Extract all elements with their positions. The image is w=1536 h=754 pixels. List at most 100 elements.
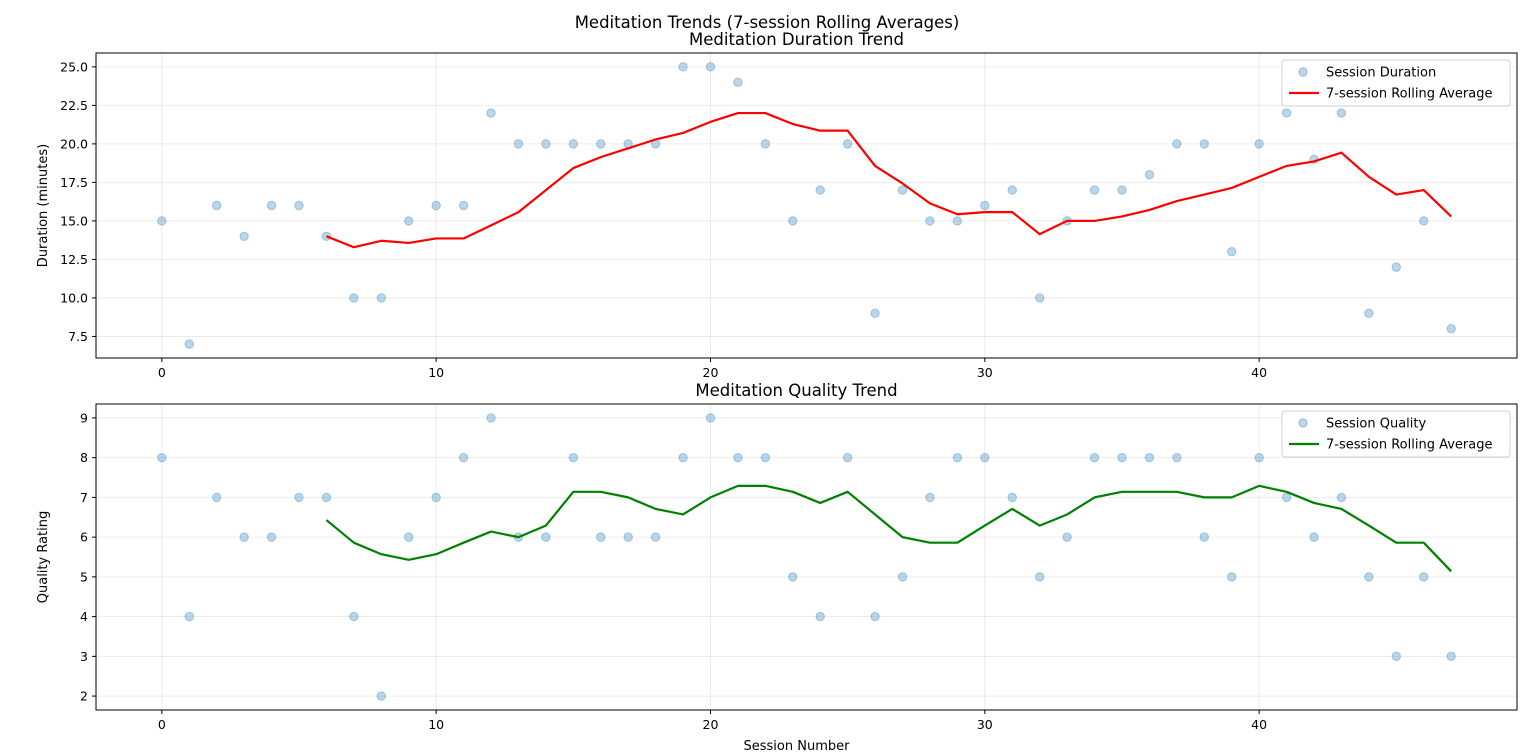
duration-point-25 — [842, 139, 853, 149]
figure-suptitle: Meditation Trends (7-session Rolling Ave… — [575, 13, 960, 32]
duration-ytick-label-0: 7.5 — [68, 329, 88, 344]
duration-point-26 — [870, 308, 880, 319]
quality-point-9 — [404, 532, 414, 542]
quality-point-42 — [1309, 532, 1319, 542]
duration-point-9 — [404, 216, 414, 226]
quality-point-38 — [1199, 532, 1209, 542]
duration-point-0 — [157, 216, 167, 226]
quality-ytick-label-3: 5 — [80, 569, 88, 584]
quality-point-12 — [486, 413, 496, 423]
quality-point-19 — [678, 452, 688, 463]
quality-point-27 — [897, 572, 908, 582]
duration-point-38 — [1199, 139, 1209, 149]
duration-legend-label-1: 7-session Rolling Average — [1326, 87, 1492, 102]
quality-point-29 — [952, 452, 963, 463]
quality-ytick-label-5: 7 — [80, 490, 88, 505]
quality-subplot: 0 10 20 30 40 2 3 4 5 6 7 8 9 Meditation Quality Tren… — [36, 381, 1518, 754]
quality-point-3 — [239, 532, 249, 542]
duration-ytick-label-1: 10.0 — [60, 290, 88, 305]
duration-point-29 — [952, 216, 963, 226]
duration-point-23 — [788, 216, 798, 226]
duration-point-41 — [1281, 108, 1292, 118]
quality-point-10 — [431, 492, 441, 503]
quality-ytick-label-6: 8 — [80, 450, 88, 465]
quality-point-8 — [376, 691, 386, 701]
quality-point-47 — [1446, 651, 1456, 662]
duration-point-8 — [376, 293, 386, 303]
quality-point-33 — [1062, 532, 1072, 542]
quality-legend: Session Quality 7-session Rolling Average — [1281, 410, 1511, 458]
duration-xtick-label-3: 30 — [977, 365, 993, 380]
quality-point-30 — [980, 452, 990, 463]
quality-point-7 — [349, 611, 359, 622]
duration-xtick-label-4: 40 — [1251, 365, 1267, 380]
duration-legend-handle-scatter — [1298, 67, 1308, 77]
quality-point-23 — [788, 572, 798, 582]
quality-point-15 — [568, 452, 579, 463]
duration-point-30 — [980, 200, 990, 211]
quality-legend-handle-scatter — [1298, 418, 1308, 428]
duration-point-37 — [1172, 139, 1182, 149]
quality-legend-label-0: Session Quality — [1326, 417, 1426, 432]
duration-ytick-label-3: 15.0 — [60, 213, 88, 228]
duration-point-40 — [1254, 139, 1264, 149]
quality-rolling-average-line — [325, 484, 1452, 573]
quality-xtick-label-2: 20 — [703, 717, 719, 732]
quality-point-26 — [870, 611, 880, 622]
duration-xtick-label-0: 0 — [158, 365, 166, 380]
duration-legend-box — [1281, 59, 1511, 107]
quality-point-44 — [1364, 572, 1374, 582]
quality-point-31 — [1007, 492, 1017, 503]
duration-ytick-label-2: 12.5 — [60, 252, 88, 267]
duration-ytick-label-5: 20.0 — [60, 136, 88, 151]
quality-point-40 — [1254, 452, 1264, 463]
duration-ytick-label-6: 22.5 — [60, 98, 88, 113]
duration-point-45 — [1391, 262, 1401, 272]
duration-point-13 — [513, 139, 524, 149]
duration-xtick-label-1: 10 — [428, 365, 444, 380]
duration-point-4 — [266, 200, 277, 211]
duration-point-20 — [705, 62, 716, 72]
quality-point-37 — [1172, 452, 1182, 463]
duration-point-16 — [596, 139, 606, 149]
duration-point-24 — [815, 185, 825, 195]
duration-point-22 — [760, 139, 771, 149]
quality-ylabel: Quality Rating — [36, 511, 51, 604]
quality-ytick-label-0: 2 — [80, 689, 88, 704]
duration-point-46 — [1419, 216, 1429, 226]
duration-point-5 — [294, 200, 304, 211]
quality-legend-label-1: 7-session Rolling Average — [1326, 438, 1492, 453]
quality-point-20 — [705, 413, 716, 423]
duration-axes-frame — [95, 52, 1518, 359]
duration-point-1 — [184, 339, 194, 349]
duration-point-10 — [431, 200, 441, 211]
quality-ytick-label-2: 4 — [80, 609, 88, 624]
quality-xtick-label-3: 30 — [977, 717, 993, 732]
quality-point-11 — [458, 452, 469, 463]
quality-point-2 — [212, 492, 222, 503]
quality-point-41 — [1281, 492, 1292, 503]
quality-ytick-label-4: 6 — [80, 530, 88, 545]
quality-xlabel: Session Number — [744, 739, 851, 754]
duration-point-32 — [1034, 293, 1045, 303]
quality-point-24 — [815, 611, 825, 622]
duration-point-36 — [1144, 169, 1155, 180]
quality-ytick-label-7: 9 — [80, 410, 88, 425]
quality-ytick-label-1: 3 — [80, 649, 88, 664]
quality-point-1 — [184, 611, 194, 622]
duration-ytick-label-7: 25.0 — [60, 59, 88, 74]
duration-point-43 — [1336, 108, 1347, 118]
quality-point-32 — [1034, 572, 1045, 582]
quality-xtick-label-1: 10 — [428, 717, 444, 732]
quality-xtick-label-0: 0 — [158, 717, 166, 732]
duration-point-35 — [1117, 185, 1127, 195]
quality-point-6 — [321, 492, 332, 503]
quality-point-18 — [650, 532, 661, 542]
duration-point-21 — [733, 77, 743, 87]
quality-point-35 — [1117, 452, 1127, 463]
duration-ylabel: Duration (minutes) — [36, 144, 51, 267]
quality-point-28 — [925, 492, 935, 503]
duration-subplot: 0 10 20 30 40 7.5 10.0 12.5 15.0 17.5 20.0 22.5 25.0… — [36, 30, 1518, 380]
quality-xtick-label-4: 40 — [1251, 717, 1267, 732]
